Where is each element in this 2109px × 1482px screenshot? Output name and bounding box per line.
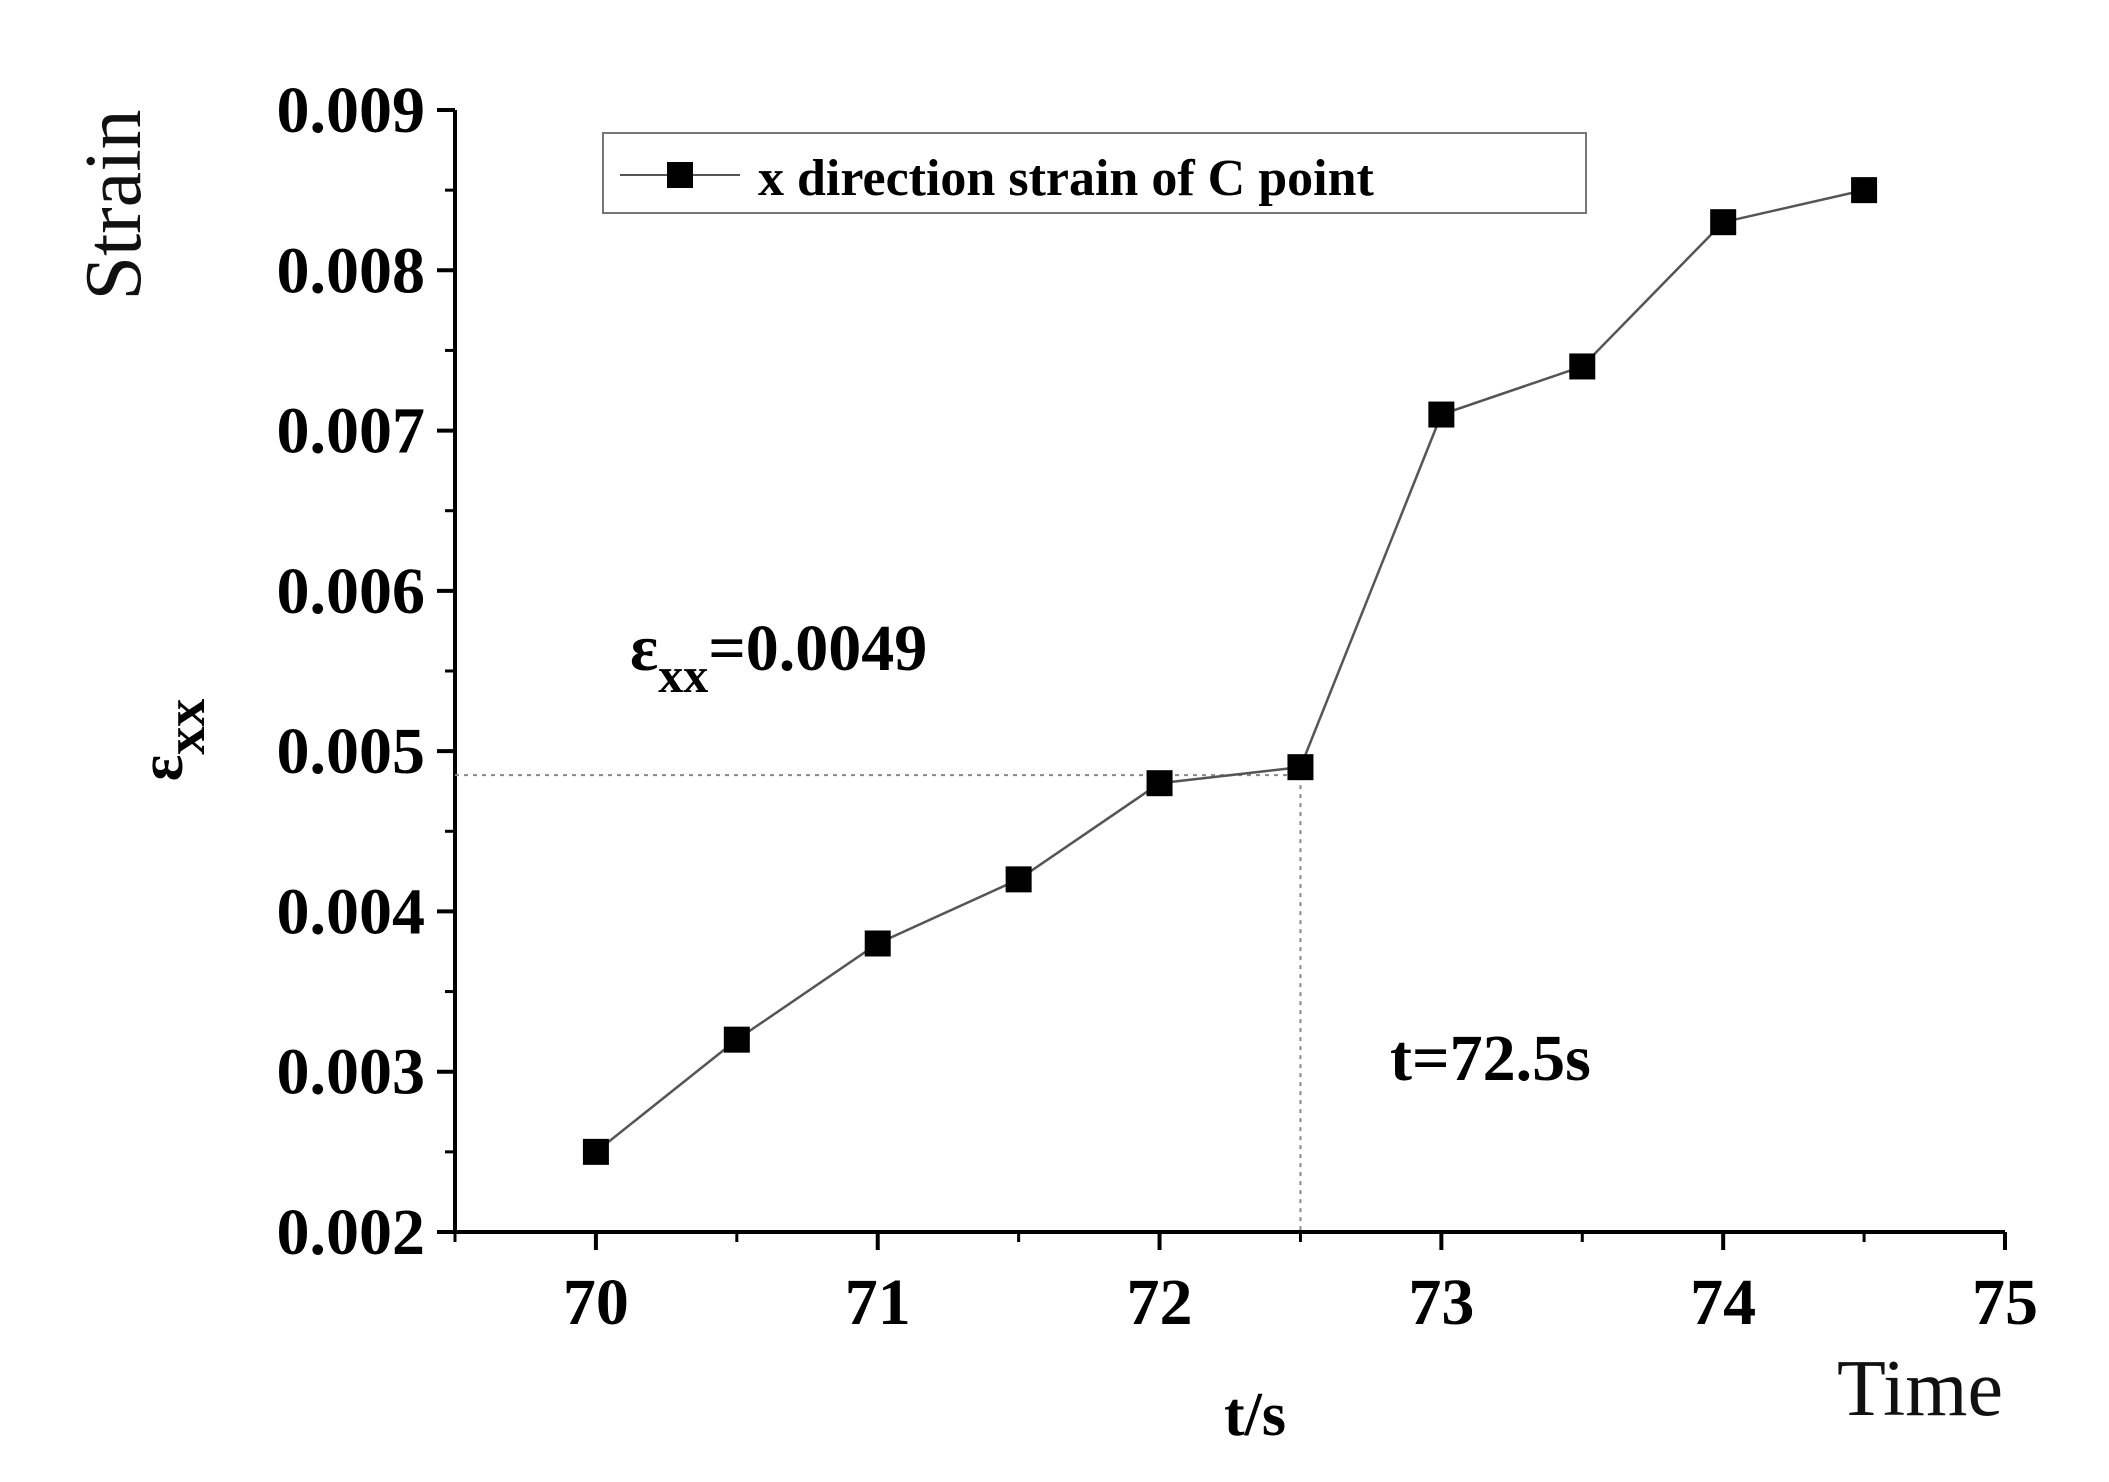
legend-box — [602, 132, 1587, 214]
strain-annotation-symbol: ε — [630, 612, 658, 685]
data-point-marker — [1005, 866, 1032, 893]
x-tick-label: 73 — [1408, 1266, 1474, 1339]
data-point-marker — [1851, 177, 1878, 204]
y-tick-label: 0.006 — [277, 555, 426, 628]
x-tick-label: 75 — [1972, 1266, 2038, 1339]
y-axis-title-symbol: ε — [128, 755, 196, 782]
x-axis-title: t/s — [1224, 1381, 1286, 1449]
axes — [437, 108, 2007, 1250]
data-series — [582, 177, 1878, 1165]
time-annotation: t=72.5s — [1390, 1022, 1591, 1095]
legend-marker — [667, 162, 693, 188]
x-axis-secondary-title: Time — [1837, 1345, 2003, 1433]
data-point-marker — [1710, 209, 1737, 236]
y-tick-label: 0.008 — [277, 234, 426, 307]
data-point-marker — [1287, 754, 1314, 781]
y-tick-label: 0.007 — [277, 395, 426, 468]
strain-annotation-value: =0.0049 — [708, 612, 927, 685]
y-tick-label: 0.003 — [277, 1036, 426, 1109]
y-axis-secondary-title: Strain — [70, 109, 158, 300]
y-axis-title: εxx — [128, 699, 217, 782]
x-tick-label: 70 — [563, 1266, 629, 1339]
data-point-marker — [864, 930, 891, 957]
x-tick-label: 71 — [845, 1266, 911, 1339]
x-tick-label: 72 — [1127, 1266, 1193, 1339]
data-point-marker — [1146, 770, 1173, 797]
tick-labels: 0.002 0.003 0.004 0.005 0.006 0.007 0.008 0.009… — [277, 74, 2039, 1339]
data-point-marker — [582, 1138, 609, 1165]
data-point-marker — [1569, 353, 1596, 380]
series-line — [595, 188, 1865, 1153]
y-axis-title-subscript: xx — [155, 699, 217, 755]
y-tick-label: 0.005 — [277, 715, 426, 788]
y-tick-label: 0.009 — [277, 74, 426, 147]
y-tick-label: 0.002 — [277, 1196, 426, 1269]
legend: x direction strain of C point — [602, 132, 1587, 214]
data-point-marker — [1428, 401, 1455, 428]
x-tick-label: 74 — [1690, 1266, 1756, 1339]
y-tick-label: 0.004 — [277, 875, 426, 948]
crosshair-guides — [455, 767, 1302, 1232]
strain-annotation: εxx=0.0049 — [630, 612, 927, 703]
strain-annotation-subscript: xx — [658, 647, 708, 703]
data-point-marker — [723, 1026, 750, 1053]
legend-label: x direction strain of C point — [758, 150, 1375, 207]
